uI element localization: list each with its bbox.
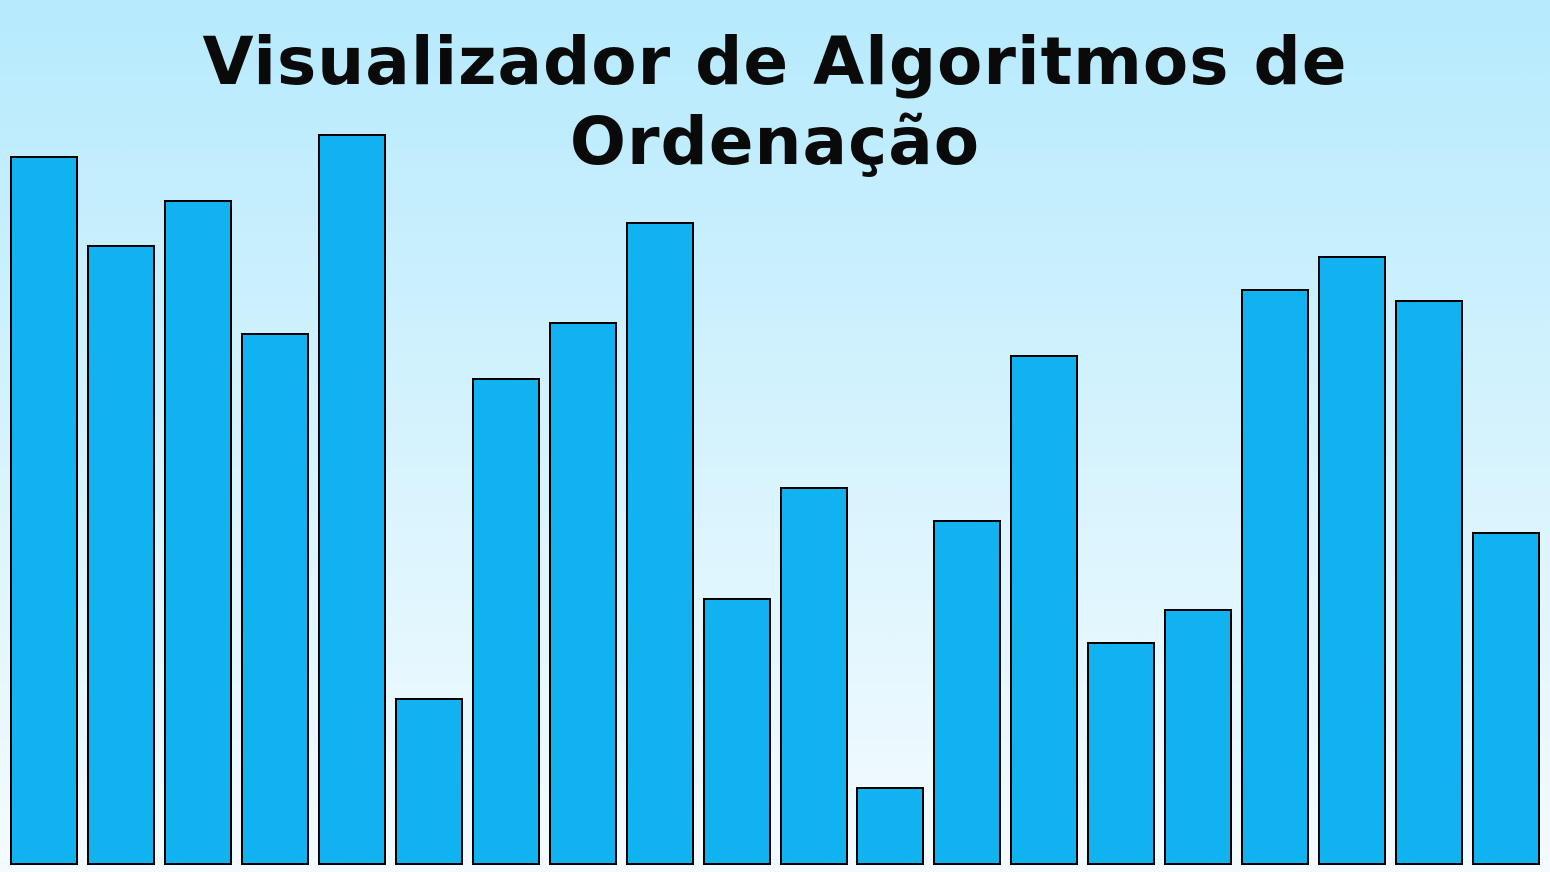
bar-7 <box>471 377 540 865</box>
bar-1 <box>10 155 78 865</box>
bar-19 <box>1395 299 1464 865</box>
bar-17 <box>1241 288 1310 865</box>
bar-15 <box>1087 641 1156 865</box>
bar-20 <box>1472 531 1541 865</box>
bar-11 <box>779 486 848 865</box>
bar-5 <box>317 133 386 865</box>
bar-4 <box>240 332 309 865</box>
bar-10 <box>702 597 771 865</box>
bar-8 <box>548 321 617 865</box>
bar-18 <box>1318 255 1387 865</box>
bar-13 <box>933 519 1002 865</box>
bar-2 <box>86 244 155 865</box>
page-title: Visualizador de Algoritmos de Ordenação <box>202 23 1348 180</box>
bar-12 <box>856 786 925 865</box>
bar-6 <box>394 697 463 865</box>
bar-14 <box>1010 354 1079 865</box>
bar-3 <box>163 199 232 865</box>
bar-9 <box>625 221 694 865</box>
bar-16 <box>1164 608 1233 865</box>
